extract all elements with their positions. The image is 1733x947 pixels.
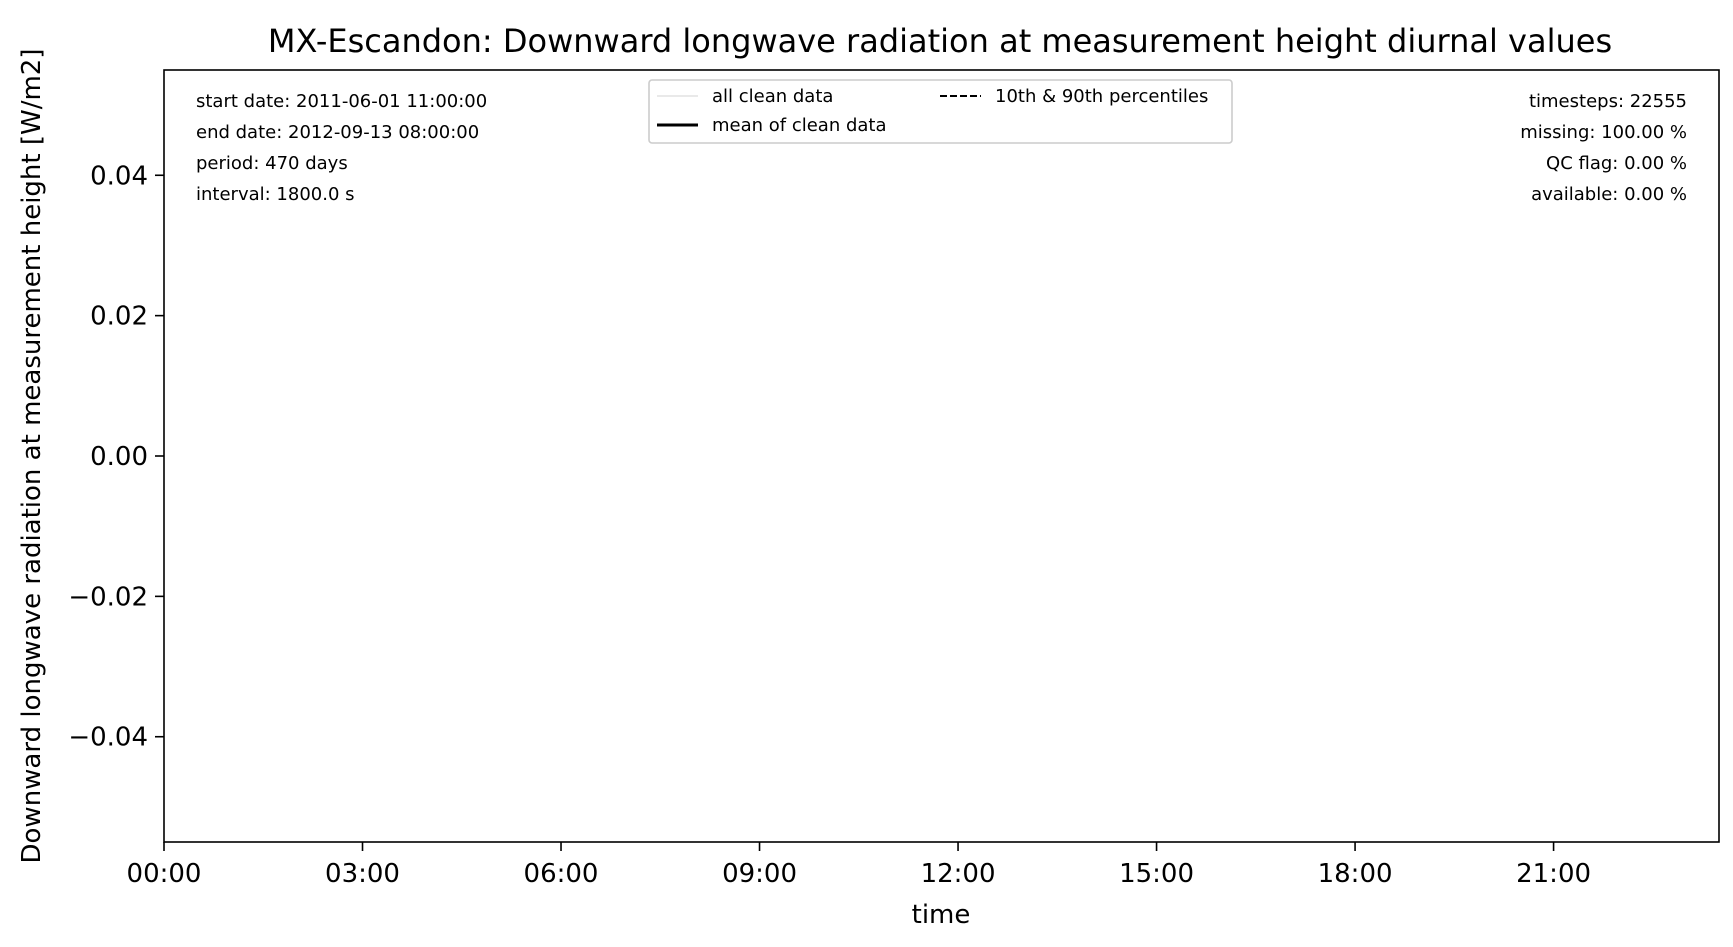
info-left-line: end date: 2012-09-13 08:00:00 xyxy=(196,122,479,143)
x-tick-label: 06:00 xyxy=(524,859,599,889)
x-tick-label: 00:00 xyxy=(127,859,202,889)
info-right-line: timesteps: 22555 xyxy=(1529,91,1687,112)
x-tick-label: 03:00 xyxy=(325,859,400,889)
y-tick-label: −0.02 xyxy=(68,582,148,612)
y-tick-label: 0.00 xyxy=(90,442,148,472)
info-right-line: available: 0.00 % xyxy=(1531,184,1687,205)
x-tick-label: 18:00 xyxy=(1318,859,1393,889)
plot-area xyxy=(163,69,1720,843)
legend-label: mean of clean data xyxy=(712,115,887,136)
y-axis: 0.04 0.02 0.00 −0.02 −0.04 xyxy=(68,161,164,753)
legend-label: all clean data xyxy=(712,86,833,107)
info-left: start date: 2011-06-01 11:00:00 end date:… xyxy=(196,91,487,205)
x-axis: 00:00 03:00 06:00 09:00 12:00 15:00 18:00 21:00 xyxy=(127,842,1591,889)
info-left-line: interval: 1800.0 s xyxy=(196,184,355,205)
y-tick-label: 0.04 xyxy=(90,161,148,191)
legend-box xyxy=(648,79,1233,144)
x-axis-label: time xyxy=(912,900,971,930)
x-tick-label: 21:00 xyxy=(1516,859,1591,889)
x-tick-label: 12:00 xyxy=(921,859,996,889)
info-left-line: start date: 2011-06-01 11:00:00 xyxy=(196,91,487,112)
legend-label: 10th & 90th percentiles xyxy=(995,86,1208,107)
info-right-line: missing: 100.00 % xyxy=(1520,122,1687,143)
x-tick-label: 15:00 xyxy=(1119,859,1194,889)
y-tick-label: 0.02 xyxy=(90,302,148,332)
y-tick-label: −0.04 xyxy=(68,723,148,753)
legend: all clean data 10th & 90th percentiles mea… xyxy=(648,79,1233,144)
info-left-line: period: 470 days xyxy=(196,153,348,174)
info-right-line: QC flag: 0.00 % xyxy=(1546,153,1687,174)
info-right: timesteps: 22555 missing: 100.00 % QC flag… xyxy=(1520,91,1687,205)
x-tick-label: 09:00 xyxy=(722,859,797,889)
y-axis-label: Downward longwave radiation at measureme… xyxy=(17,49,47,864)
chart-title: MX-Escandon: Downward longwave radiation… xyxy=(268,22,1612,60)
